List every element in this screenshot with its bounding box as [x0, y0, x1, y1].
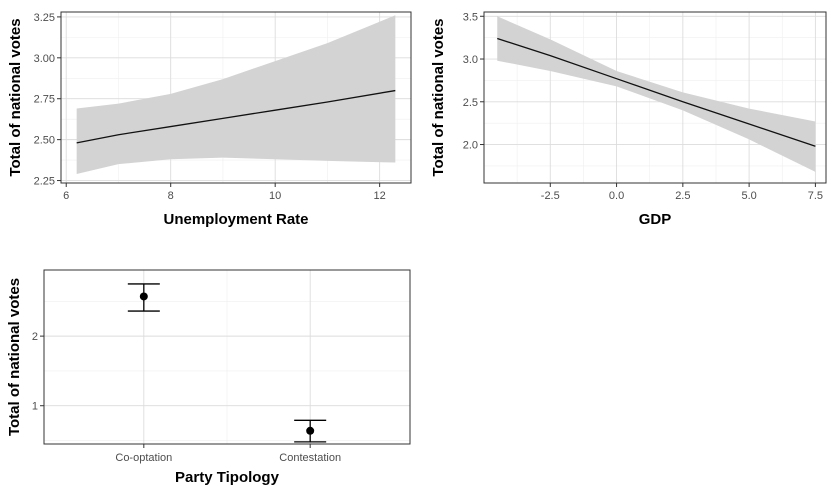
y-axis-title: Total of national votes [7, 18, 24, 176]
data-point [306, 426, 315, 435]
x-tick-label: Contestation [279, 452, 341, 464]
x-axis-title: Unemployment Rate [163, 211, 308, 228]
x-tick-label: 8 [168, 190, 174, 202]
y-tick-label: 3.0 [463, 54, 478, 66]
y-tick-label: 2 [32, 331, 38, 343]
panel-1-border [60, 11, 412, 184]
x-tick-label: 12 [374, 190, 386, 202]
panel-2-border [483, 11, 827, 184]
confidence-band [76, 15, 396, 174]
data-point [139, 292, 148, 301]
confidence-band [497, 16, 816, 172]
y-tick-label: 2.5 [463, 97, 478, 109]
y-tick-label: 2.0 [463, 140, 478, 152]
x-tick-label: Co-optation [115, 452, 172, 464]
y-axis-title: Total of national votes [6, 278, 23, 436]
y-tick-label: 1 [32, 401, 38, 413]
x-tick-label: 7.5 [808, 190, 823, 202]
x-tick-label: 5.0 [741, 190, 756, 202]
panel-3-border [43, 269, 411, 445]
x-tick-label: 0.0 [609, 190, 624, 202]
y-tick-label: 3.5 [463, 11, 478, 23]
x-tick-label: 6 [63, 190, 69, 202]
fit-line [76, 89, 396, 144]
y-tick-label: 3.25 [34, 12, 55, 24]
x-tick-label: 10 [269, 190, 281, 202]
fit-line [497, 37, 816, 147]
y-tick-label: 2.75 [34, 94, 55, 106]
y-axis-title: Total of national votes [430, 18, 447, 176]
x-axis-title: Party Tipology [175, 469, 280, 486]
x-tick-label: -2.5 [541, 190, 560, 202]
y-tick-label: 2.50 [34, 135, 55, 147]
y-tick-label: 2.25 [34, 176, 55, 188]
y-tick-label: 3.00 [34, 53, 55, 65]
x-tick-label: 2.5 [675, 190, 690, 202]
x-axis-title: GDP [639, 211, 672, 228]
